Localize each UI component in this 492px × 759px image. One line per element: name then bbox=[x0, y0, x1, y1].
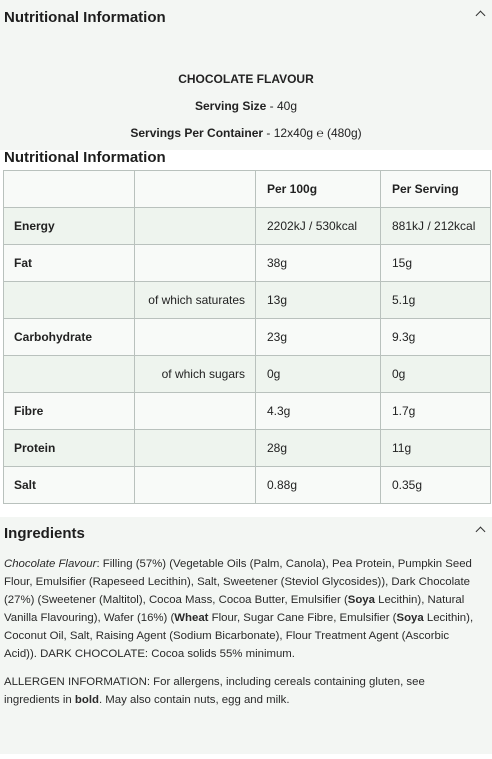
allergen-paragraph: ALLERGEN INFORMATION: For allergens, inc… bbox=[4, 673, 482, 709]
allergen-highlight: Soya bbox=[347, 594, 375, 606]
per-100g-value: 38g bbox=[255, 244, 381, 282]
nutrition-accordion-header[interactable]: Nutritional Information bbox=[0, 0, 492, 34]
per-100g-value: 23g bbox=[255, 318, 381, 356]
nutrient-name bbox=[3, 281, 135, 319]
nutrient-sub: of which saturates bbox=[134, 281, 256, 319]
nutrient-name: Fat bbox=[3, 244, 135, 282]
ingredients-accordion-title: Ingredients bbox=[4, 524, 85, 542]
per-100g-value: 0g bbox=[255, 355, 381, 393]
column-header-per-100g: Per 100g bbox=[255, 170, 381, 208]
per-100g-value: 0.88g bbox=[255, 466, 381, 504]
nutrient-sub bbox=[134, 392, 256, 430]
table-row: Energy 2202kJ / 530kcal 881kJ / 212kcal bbox=[3, 207, 491, 245]
column-header bbox=[134, 170, 256, 208]
flavour-label: Chocolate Flavour bbox=[4, 558, 97, 570]
chevron-up-icon[interactable] bbox=[475, 10, 486, 21]
nutrient-name: Protein bbox=[3, 429, 135, 467]
serving-size-label: Serving Size bbox=[194, 99, 267, 113]
allergen-segment: ALLERGEN INFORMATION: For allergens, inc… bbox=[4, 676, 425, 706]
ingredients-accordion-header[interactable]: Ingredients bbox=[0, 517, 492, 549]
table-row: Carbohydrate 23g 9.3g bbox=[3, 318, 491, 356]
per-serving-value: 5.1g bbox=[380, 281, 491, 319]
chevron-up-icon[interactable] bbox=[475, 526, 486, 537]
nutrient-name: Salt bbox=[3, 466, 135, 504]
per-100g-value: 4.3g bbox=[255, 392, 381, 430]
table-row: Fat 38g 15g bbox=[3, 244, 491, 282]
per-serving-value: 9.3g bbox=[380, 318, 491, 356]
ingredients-segment: Lecithin), Natural Vanilla Flavouring), … bbox=[4, 594, 465, 624]
table-row: of which sugars 0g 0g bbox=[3, 355, 491, 393]
nutrition-table-title: Nutritional Information bbox=[4, 149, 166, 166]
per-100g-value: 28g bbox=[255, 429, 381, 467]
allergen-bold-word: bold bbox=[74, 694, 99, 706]
nutrient-sub bbox=[134, 318, 256, 356]
table-row: of which saturates 13g 5.1g bbox=[3, 281, 491, 319]
allergen-highlight: Soya bbox=[396, 612, 424, 624]
table-row: Protein 28g 11g bbox=[3, 429, 491, 467]
ingredients-text: Chocolate Flavour: Filling (57%) (Vegeta… bbox=[0, 549, 492, 709]
ingredients-paragraph: Chocolate Flavour: Filling (57%) (Vegeta… bbox=[4, 555, 482, 663]
per-serving-value: 881kJ / 212kcal bbox=[380, 207, 491, 245]
allergen-segment: . May also contain nuts, egg and milk. bbox=[98, 694, 290, 706]
table-header-row: Per 100g Per Serving bbox=[3, 170, 491, 208]
nutrition-table: Per 100g Per Serving Energy 2202kJ / 530… bbox=[3, 170, 491, 504]
column-header-per-serving: Per Serving bbox=[380, 170, 491, 208]
per-serving-value: 0.35g bbox=[380, 466, 491, 504]
servings-per-container-label: Servings Per Container bbox=[130, 126, 264, 140]
ingredients-panel: Ingredients Chocolate Flavour: Filling (… bbox=[0, 517, 492, 754]
ingredients-segment: : Filling (57%) (Vegetable Oils (Palm, C… bbox=[4, 558, 472, 606]
serving-info: CHOCOLATE FLAVOUR Serving Size - 40g Ser… bbox=[0, 34, 492, 153]
nutrient-name: Fibre bbox=[3, 392, 135, 430]
nutrient-sub: of which sugars bbox=[134, 355, 256, 393]
nutrient-sub bbox=[134, 429, 256, 467]
table-row: Salt 0.88g 0.35g bbox=[3, 466, 491, 504]
servings-per-container-value: - 12x40g ℮ (480g) bbox=[263, 126, 362, 140]
per-100g-value: 13g bbox=[255, 281, 381, 319]
per-serving-value: 11g bbox=[380, 429, 491, 467]
nutrient-name bbox=[3, 355, 135, 393]
nutrient-name: Energy bbox=[3, 207, 135, 245]
ingredients-segment: Lecithin), Coconut Oil, Salt, Raising Ag… bbox=[4, 612, 474, 660]
nutrition-accordion-title: Nutritional Information bbox=[4, 8, 166, 26]
ingredients-segment: Flour, Sugar Cane Fibre, Emulsifier ( bbox=[208, 612, 397, 624]
serving-size-value: - 40g bbox=[266, 99, 298, 113]
per-serving-value: 0g bbox=[380, 355, 491, 393]
per-serving-value: 15g bbox=[380, 244, 491, 282]
nutrient-sub bbox=[134, 244, 256, 282]
nutrient-sub bbox=[134, 466, 256, 504]
per-100g-value: 2202kJ / 530kcal bbox=[255, 207, 381, 245]
nutrient-name: Carbohydrate bbox=[3, 318, 135, 356]
allergen-highlight: Wheat bbox=[174, 612, 209, 624]
column-header bbox=[3, 170, 135, 208]
table-row: Fibre 4.3g 1.7g bbox=[3, 392, 491, 430]
nutrient-sub bbox=[134, 207, 256, 245]
per-serving-value: 1.7g bbox=[380, 392, 491, 430]
flavour-label: CHOCOLATE FLAVOUR bbox=[178, 72, 314, 86]
nutrition-panel: Nutritional Information CHOCOLATE FLAVOU… bbox=[0, 0, 492, 153]
